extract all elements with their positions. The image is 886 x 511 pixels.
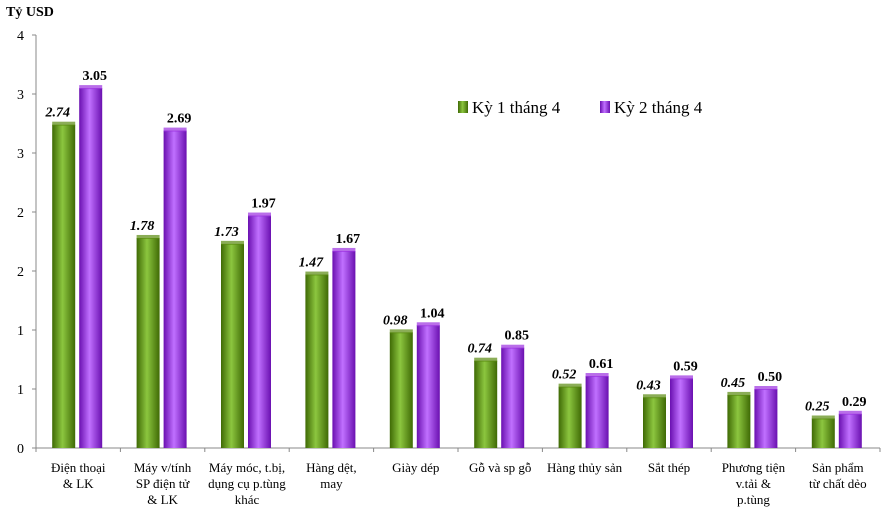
bar-2 [585,376,609,448]
bar-top [136,234,160,239]
bar-top [248,212,271,217]
x-tick-label: khác [235,492,260,507]
y-axis-label: Tỷ USD [6,5,54,20]
x-tick-label: & LK [63,476,94,491]
bar-top [585,373,609,378]
bar-top [754,386,778,390]
data-label: 0.50 [758,370,783,385]
y-tick-label: 2 [17,206,24,221]
y-tick-label: 2 [17,265,24,280]
x-tick-label: Máy v/tính [134,460,192,475]
data-label: 1.04 [420,306,445,321]
bar-top [52,121,76,126]
x-tick-label: may [320,476,343,491]
data-label: 2.69 [167,112,192,127]
x-tick-label: Sản phẩm [812,460,864,475]
x-tick-label: Hàng thủy sản [547,460,623,475]
bar-2 [248,215,271,448]
data-label: 0.59 [673,359,698,374]
bar-top [221,240,244,245]
bar-top [474,357,498,362]
bar-2 [670,378,693,448]
bar-2 [332,250,356,448]
bar-2 [79,88,103,448]
bar-2 [501,347,525,448]
data-label: 0.98 [383,313,408,328]
legend: Kỳ 1 tháng 4 Kỳ 2 tháng 4 [458,98,703,117]
x-tick-label: dụng cụ p.tùng [208,476,286,491]
data-label: 0.43 [636,378,661,393]
bar-1 [305,274,329,448]
bar-top [811,415,835,420]
x-tick-label: v.tải & [736,476,771,491]
x-tick-label: p.tùng [737,492,770,507]
bar-top [727,391,751,396]
bar-1 [643,397,666,448]
bar-1 [811,418,835,448]
bar-2 [754,389,778,448]
x-tick-label: SP điện tử [136,476,190,491]
bar-top [643,394,666,399]
bar-1 [474,360,498,448]
x-tick-label: Gỗ và sp gỗ [469,460,531,475]
y-tick-label: 4 [17,29,24,44]
bar-1 [727,394,751,448]
y-tick-label: 3 [17,88,24,103]
bar-top [305,271,329,276]
x-tick-label: Điện thoại [51,460,106,475]
x-tick-label: Giày dép [392,460,439,475]
data-label: 1.73 [214,225,239,240]
bar-top [838,410,862,415]
bar-1 [136,237,160,448]
legend-label-series-2: Kỳ 2 tháng 4 [614,98,703,117]
x-tick-label: Phương tiện [722,460,786,475]
bar-1 [558,386,582,448]
bar-top [416,322,440,327]
data-label: 1.47 [299,256,325,271]
y-tick-label: 0 [17,442,24,457]
legend-swatch-series-1 [458,101,468,113]
data-label: 0.45 [721,376,746,391]
bar-top [79,85,103,90]
data-label: 3.05 [82,69,107,84]
bar-top [501,344,525,349]
bar-top [670,375,693,380]
bar-top [558,383,582,388]
bar-1 [389,332,413,448]
bar-2 [163,130,187,448]
data-label: 0.85 [504,329,529,344]
bar-top [332,247,356,252]
data-label: 0.52 [552,368,577,383]
x-tick-label: & LK [147,492,178,507]
y-tick-label: 1 [17,324,24,339]
x-tick-label: từ chất dẻo [809,476,867,491]
y-tick-label: 1 [17,383,24,398]
data-label: 0.29 [842,395,867,410]
bar-2 [838,413,862,448]
x-tick-label: Máy móc, t.bị, [209,460,285,475]
bar-top [163,127,187,132]
legend-swatch-series-2 [600,101,610,113]
data-label: 0.61 [589,357,614,372]
bar-1 [221,243,244,448]
y-tick-label: 3 [17,147,24,162]
legend-label-series-1: Kỳ 1 tháng 4 [472,98,561,117]
data-label: 1.78 [130,219,155,234]
data-label: 0.74 [467,342,492,357]
bar-2 [416,325,440,448]
data-label: 2.74 [44,106,70,121]
data-label: 0.25 [805,400,830,415]
data-label: 1.97 [251,197,276,212]
bar-top [389,329,413,334]
bar-1 [52,124,76,449]
data-label: 1.67 [336,232,361,247]
x-tick-label: Hàng dệt, [306,460,357,475]
x-tick-label: Sắt thép [648,460,690,475]
